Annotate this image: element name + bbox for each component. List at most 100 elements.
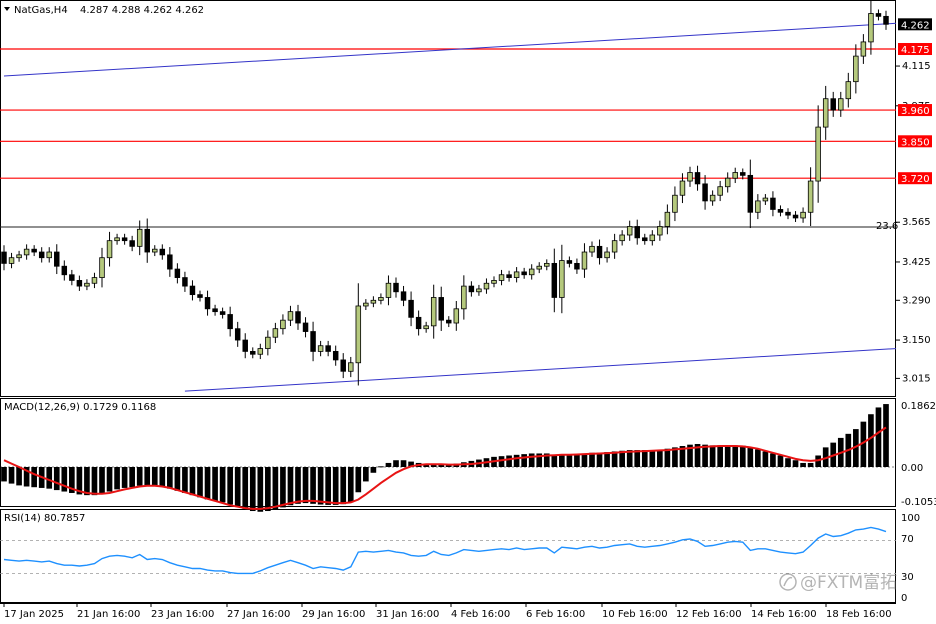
macd-bar bbox=[69, 467, 75, 493]
candle-bear bbox=[574, 262, 580, 270]
rsi-axis-100: 100 bbox=[901, 513, 920, 524]
macd-bar bbox=[167, 467, 173, 489]
candle-bear bbox=[1, 251, 7, 264]
time-tick-label: 18 Feb 16:00 bbox=[826, 609, 892, 620]
macd-bar bbox=[860, 421, 867, 467]
candle-bull bbox=[604, 251, 610, 259]
macd-bar bbox=[332, 467, 339, 505]
macd-bar bbox=[204, 467, 211, 500]
macd-bar bbox=[31, 467, 37, 488]
macd-bar bbox=[430, 463, 437, 467]
candle-bull bbox=[664, 211, 671, 227]
rsi-axis-0: 0 bbox=[901, 593, 907, 604]
candle-bull bbox=[687, 172, 693, 182]
price-tick-label: 4.115 bbox=[902, 61, 931, 72]
candle-bear bbox=[415, 316, 422, 330]
macd-bar bbox=[393, 460, 399, 467]
candle-bear bbox=[295, 311, 301, 324]
candle-bull bbox=[544, 262, 550, 267]
candle-bull bbox=[423, 325, 429, 330]
candle-bull bbox=[860, 41, 867, 57]
macd-bar bbox=[581, 453, 588, 467]
candle-bear bbox=[792, 214, 799, 219]
candle-bear bbox=[204, 297, 211, 310]
macd-bar bbox=[800, 462, 806, 467]
candle-bull bbox=[114, 237, 120, 242]
candle-bull bbox=[385, 282, 392, 298]
candle-bull bbox=[106, 240, 113, 259]
candle-bull bbox=[461, 285, 467, 310]
macd-bar bbox=[46, 467, 53, 489]
time-tick-label: 12 Feb 16:00 bbox=[676, 609, 742, 620]
candle-bear bbox=[182, 277, 188, 287]
time-tick-label: 17 Jan 2025 bbox=[4, 609, 64, 620]
symbol-title: NatGas,H4 bbox=[14, 5, 68, 16]
macd-bar bbox=[641, 450, 648, 467]
candle-bull bbox=[732, 172, 738, 179]
candle-bear bbox=[642, 237, 648, 242]
macd-bar bbox=[136, 467, 143, 486]
macd-bar bbox=[634, 450, 641, 467]
fib-level-label: 23.6 bbox=[876, 221, 898, 232]
level-price-box bbox=[898, 43, 932, 56]
time-tick-label: 6 Feb 16:00 bbox=[526, 609, 585, 620]
candle-bear bbox=[234, 328, 241, 341]
rsi-layer bbox=[0, 526, 896, 575]
candle-bear bbox=[54, 251, 60, 267]
candle-bear bbox=[634, 226, 640, 239]
candle-bull bbox=[348, 362, 354, 372]
candle-bear bbox=[310, 331, 316, 352]
macd-bar bbox=[257, 467, 264, 512]
candle-bull bbox=[619, 234, 625, 242]
rsi-line bbox=[3, 526, 887, 575]
candle-bear bbox=[521, 271, 527, 276]
macd-bar bbox=[792, 460, 799, 467]
candle-bull bbox=[822, 98, 829, 128]
macd-bar bbox=[649, 450, 656, 467]
svg-text:@FXTM富拓: @FXTM富拓 bbox=[800, 573, 897, 593]
macd-bar bbox=[189, 467, 196, 496]
macd-axis-top: 0.1862 bbox=[901, 401, 936, 412]
level-price-box bbox=[898, 172, 932, 185]
candle-bull bbox=[280, 319, 286, 330]
candle-bear bbox=[144, 228, 150, 253]
macd-bar bbox=[739, 445, 746, 467]
candle-bear bbox=[219, 311, 226, 315]
price-tick-label: 3.565 bbox=[902, 217, 931, 228]
candle-bear bbox=[446, 319, 452, 324]
candle-bull bbox=[378, 297, 384, 301]
macd-bar bbox=[91, 467, 98, 496]
macd-bar bbox=[679, 446, 686, 467]
candle-bull bbox=[99, 257, 105, 278]
candle-bear bbox=[227, 314, 233, 330]
candle-bear bbox=[551, 262, 558, 298]
candle-bull bbox=[528, 268, 535, 276]
macd-bar bbox=[16, 467, 22, 486]
triangle-down-icon[interactable] bbox=[4, 7, 10, 11]
macd-bar bbox=[536, 453, 543, 467]
candle-bull bbox=[724, 177, 731, 188]
candle-bear bbox=[121, 237, 128, 242]
macd-bar bbox=[129, 467, 135, 488]
candle-bull bbox=[868, 13, 874, 43]
candle-bull bbox=[838, 98, 844, 111]
macd-bar bbox=[551, 455, 558, 467]
candle-bear bbox=[770, 197, 776, 210]
macd-bar bbox=[589, 452, 595, 467]
candle-bear bbox=[702, 183, 708, 202]
candle-bull bbox=[845, 81, 852, 100]
macd-bar bbox=[197, 467, 203, 498]
macd-bar bbox=[121, 467, 128, 488]
macd-bar bbox=[657, 449, 663, 467]
candle-bull bbox=[513, 271, 520, 278]
candle-bear bbox=[408, 299, 414, 318]
macd-bar bbox=[159, 467, 166, 487]
candle-bear bbox=[883, 15, 889, 25]
level-price-box bbox=[898, 104, 932, 117]
candle-bear bbox=[76, 280, 83, 287]
candle-bull bbox=[136, 228, 143, 247]
macd-bar bbox=[672, 447, 678, 467]
macd-bar bbox=[265, 467, 271, 512]
macd-bar bbox=[53, 467, 60, 491]
macd-bar bbox=[144, 467, 151, 486]
